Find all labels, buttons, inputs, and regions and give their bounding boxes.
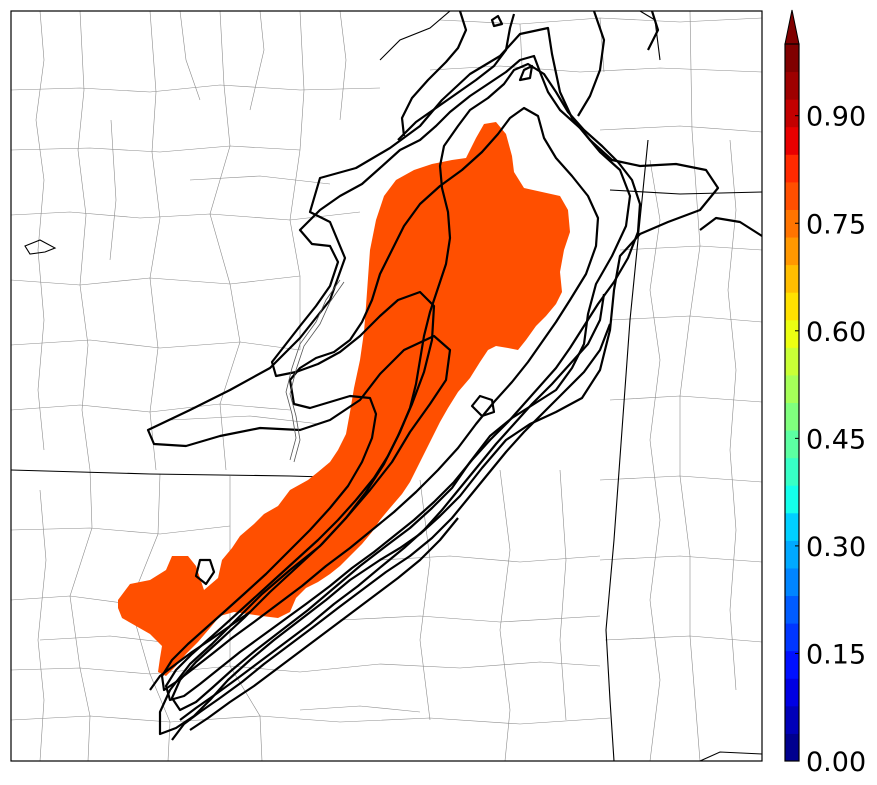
colorbar-segment	[785, 126, 799, 155]
colorbar-segment	[785, 650, 799, 679]
colorbar-ticks: 0.00 0.15 0.30 0.45 0.60 0.75 0.90	[795, 102, 866, 778]
colorbar-segment	[785, 374, 799, 403]
colorbar-segment	[785, 154, 799, 183]
colorbar-segment	[785, 181, 799, 210]
colorbar-segment	[785, 430, 799, 459]
colorbar-segment	[785, 292, 799, 321]
colorbar-segment	[785, 595, 799, 624]
colorbar-segment	[785, 319, 799, 348]
colorbar-segment	[785, 485, 799, 514]
colorbar: 0.00 0.15 0.30 0.45 0.60 0.75 0.90	[784, 9, 866, 778]
colorbar-extend-arrow	[784, 9, 800, 45]
colorbar-segment	[785, 402, 799, 431]
colorbar-tick-label: 0.75	[806, 209, 866, 240]
colorbar-segment	[785, 512, 799, 541]
colorbar-tick-label: 0.15	[806, 639, 866, 670]
colorbar-segment	[785, 347, 799, 376]
colorbar-segment	[785, 99, 799, 128]
county-boundaries	[11, 11, 762, 761]
colorbar-segments	[785, 44, 799, 762]
colorbar-tick-label: 0.60	[806, 317, 866, 348]
colorbar-tick-label: 0.00	[806, 747, 866, 778]
colorbar-tick-label: 0.30	[806, 532, 866, 563]
colorbar-segment	[785, 705, 799, 734]
colorbar-segment	[785, 678, 799, 707]
river-lines	[285, 279, 345, 463]
colorbar-segment	[785, 71, 799, 100]
probability-fill-region	[118, 122, 570, 676]
colorbar-segment	[785, 733, 799, 762]
colorbar-segment	[785, 540, 799, 569]
map-frame	[10, 10, 763, 762]
colorbar-segment	[785, 237, 799, 266]
colorbar-segment	[785, 457, 799, 486]
colorbar-tick-label: 0.45	[806, 424, 866, 455]
ensemble-contours	[146, 11, 762, 741]
colorbar-frame	[784, 43, 800, 762]
colorbar-segment	[785, 623, 799, 652]
colorbar-tick-label: 0.90	[806, 102, 866, 133]
colorbar-segment	[785, 209, 799, 238]
colorbar-segment	[785, 264, 799, 293]
colorbar-segment	[785, 567, 799, 597]
colorbar-segment	[785, 44, 799, 73]
